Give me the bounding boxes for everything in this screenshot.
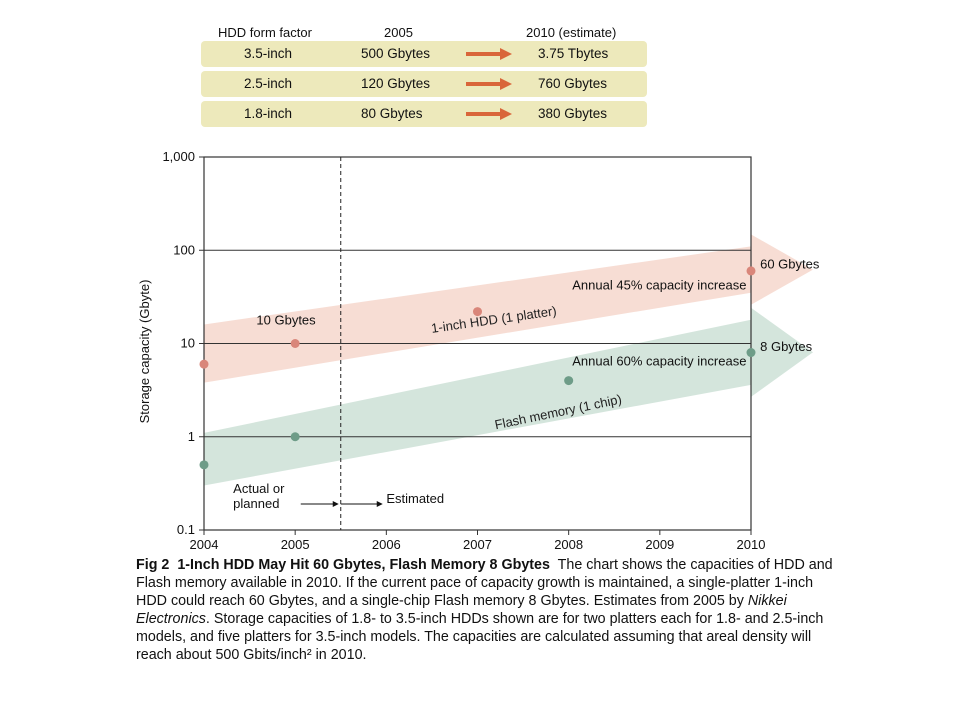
- table-row: 3.5-inch 500 Gbytes 3.75 Tbytes: [201, 41, 647, 67]
- table-cell-2005: 80 Gbytes: [361, 106, 423, 121]
- data-point: [746, 266, 756, 276]
- data-point: [564, 376, 574, 386]
- caption-title: 1-Inch HDD May Hit 60 Gbytes, Flash Memo…: [177, 557, 550, 573]
- caption-source: Nikkei Electronics: [136, 592, 787, 627]
- data-point: [290, 339, 300, 348]
- x-tick-label: 2008: [554, 537, 583, 552]
- data-point: [199, 359, 209, 369]
- data-point: [290, 432, 300, 442]
- annotation-layer: 10 Gbytes Annual 45% capacity increase 60 …: [233, 256, 820, 511]
- y-axis-label: Storage capacity (Gbyte): [137, 280, 152, 424]
- right-arrow-icon: [466, 78, 512, 90]
- table-cell-form-factor: 3.5-inch: [244, 46, 293, 61]
- caption-text: The chart shows the capacities of HDD an…: [136, 557, 833, 609]
- data-point: [473, 307, 482, 317]
- x-tick-label: 2004: [190, 537, 219, 552]
- annotation-label: 8 Gbytes: [760, 339, 813, 354]
- annotation-label: Annual 60% capacity increase: [572, 354, 746, 369]
- table-row: 2.5-inch 120 Gbytes 760 Gbytes: [201, 71, 647, 97]
- table-cell-2010: 380 Gbytes: [538, 106, 608, 121]
- annotation-label: Estimated: [386, 491, 444, 506]
- table-row: 1.8-inch 80 Gbytes 380 Gbytes: [201, 101, 647, 127]
- caption-text-continued: . Storage capacities of 1.8- to 3.5-inch…: [136, 610, 824, 663]
- flash-trend-band: [204, 307, 813, 486]
- x-tick-label: 2007: [463, 537, 492, 552]
- annotation-label: 10 Gbytes: [256, 312, 316, 327]
- trend-bands: [204, 234, 813, 486]
- right-arrow-icon: [466, 108, 512, 120]
- capacity-chart: 2004 2005 2006 2007 2008 2009 2010 0.1 1 10 100 1,0…: [137, 149, 820, 552]
- table-header-2005: 2005: [384, 25, 413, 40]
- table-cell-2010: 760 Gbytes: [538, 76, 608, 91]
- y-tick-label: 100: [173, 242, 195, 257]
- annotation-label: Annual 45% capacity increase: [572, 277, 746, 292]
- axes: 2004 2005 2006 2007 2008 2009 2010 0.1 1 10 100 1,0…: [137, 149, 765, 552]
- arrowhead-icon: [332, 501, 339, 508]
- caption-figure-label: Fig 2: [136, 557, 170, 573]
- data-point: [746, 348, 756, 358]
- table-cell-2005: 120 Gbytes: [361, 76, 431, 91]
- table-cell-2010: 3.75 Tbytes: [538, 46, 609, 61]
- table-header-2010: 2010 (estimate): [526, 25, 617, 40]
- x-tick-label: 2006: [372, 537, 401, 552]
- actual-planned-label: Actual or: [233, 481, 285, 496]
- x-tick-label: 2010: [737, 537, 766, 552]
- arrowhead-icon: [376, 501, 383, 508]
- actual-planned-label: planned: [233, 496, 279, 511]
- table-cell-form-factor: 1.8-inch: [244, 106, 293, 121]
- table-header-form-factor: HDD form factor: [218, 25, 312, 40]
- figure-caption: Fig 2 1-Inch HDD May Hit 60 Gbytes, Flas…: [136, 557, 836, 664]
- y-tick-label: 1,000: [162, 149, 195, 164]
- y-tick-label: 10: [181, 336, 195, 351]
- annotation-label: 60 Gbytes: [760, 256, 820, 271]
- table-cell-2005: 500 Gbytes: [361, 46, 431, 61]
- table-cell-form-factor: 2.5-inch: [244, 76, 293, 91]
- right-arrow-icon: [466, 48, 512, 60]
- x-tick-label: 2005: [281, 537, 310, 552]
- x-tick-label: 2009: [645, 537, 674, 552]
- data-point: [199, 460, 209, 470]
- y-tick-label: 1: [188, 429, 195, 444]
- y-tick-label: 0.1: [177, 522, 195, 537]
- hdd-trend-band: [204, 234, 813, 383]
